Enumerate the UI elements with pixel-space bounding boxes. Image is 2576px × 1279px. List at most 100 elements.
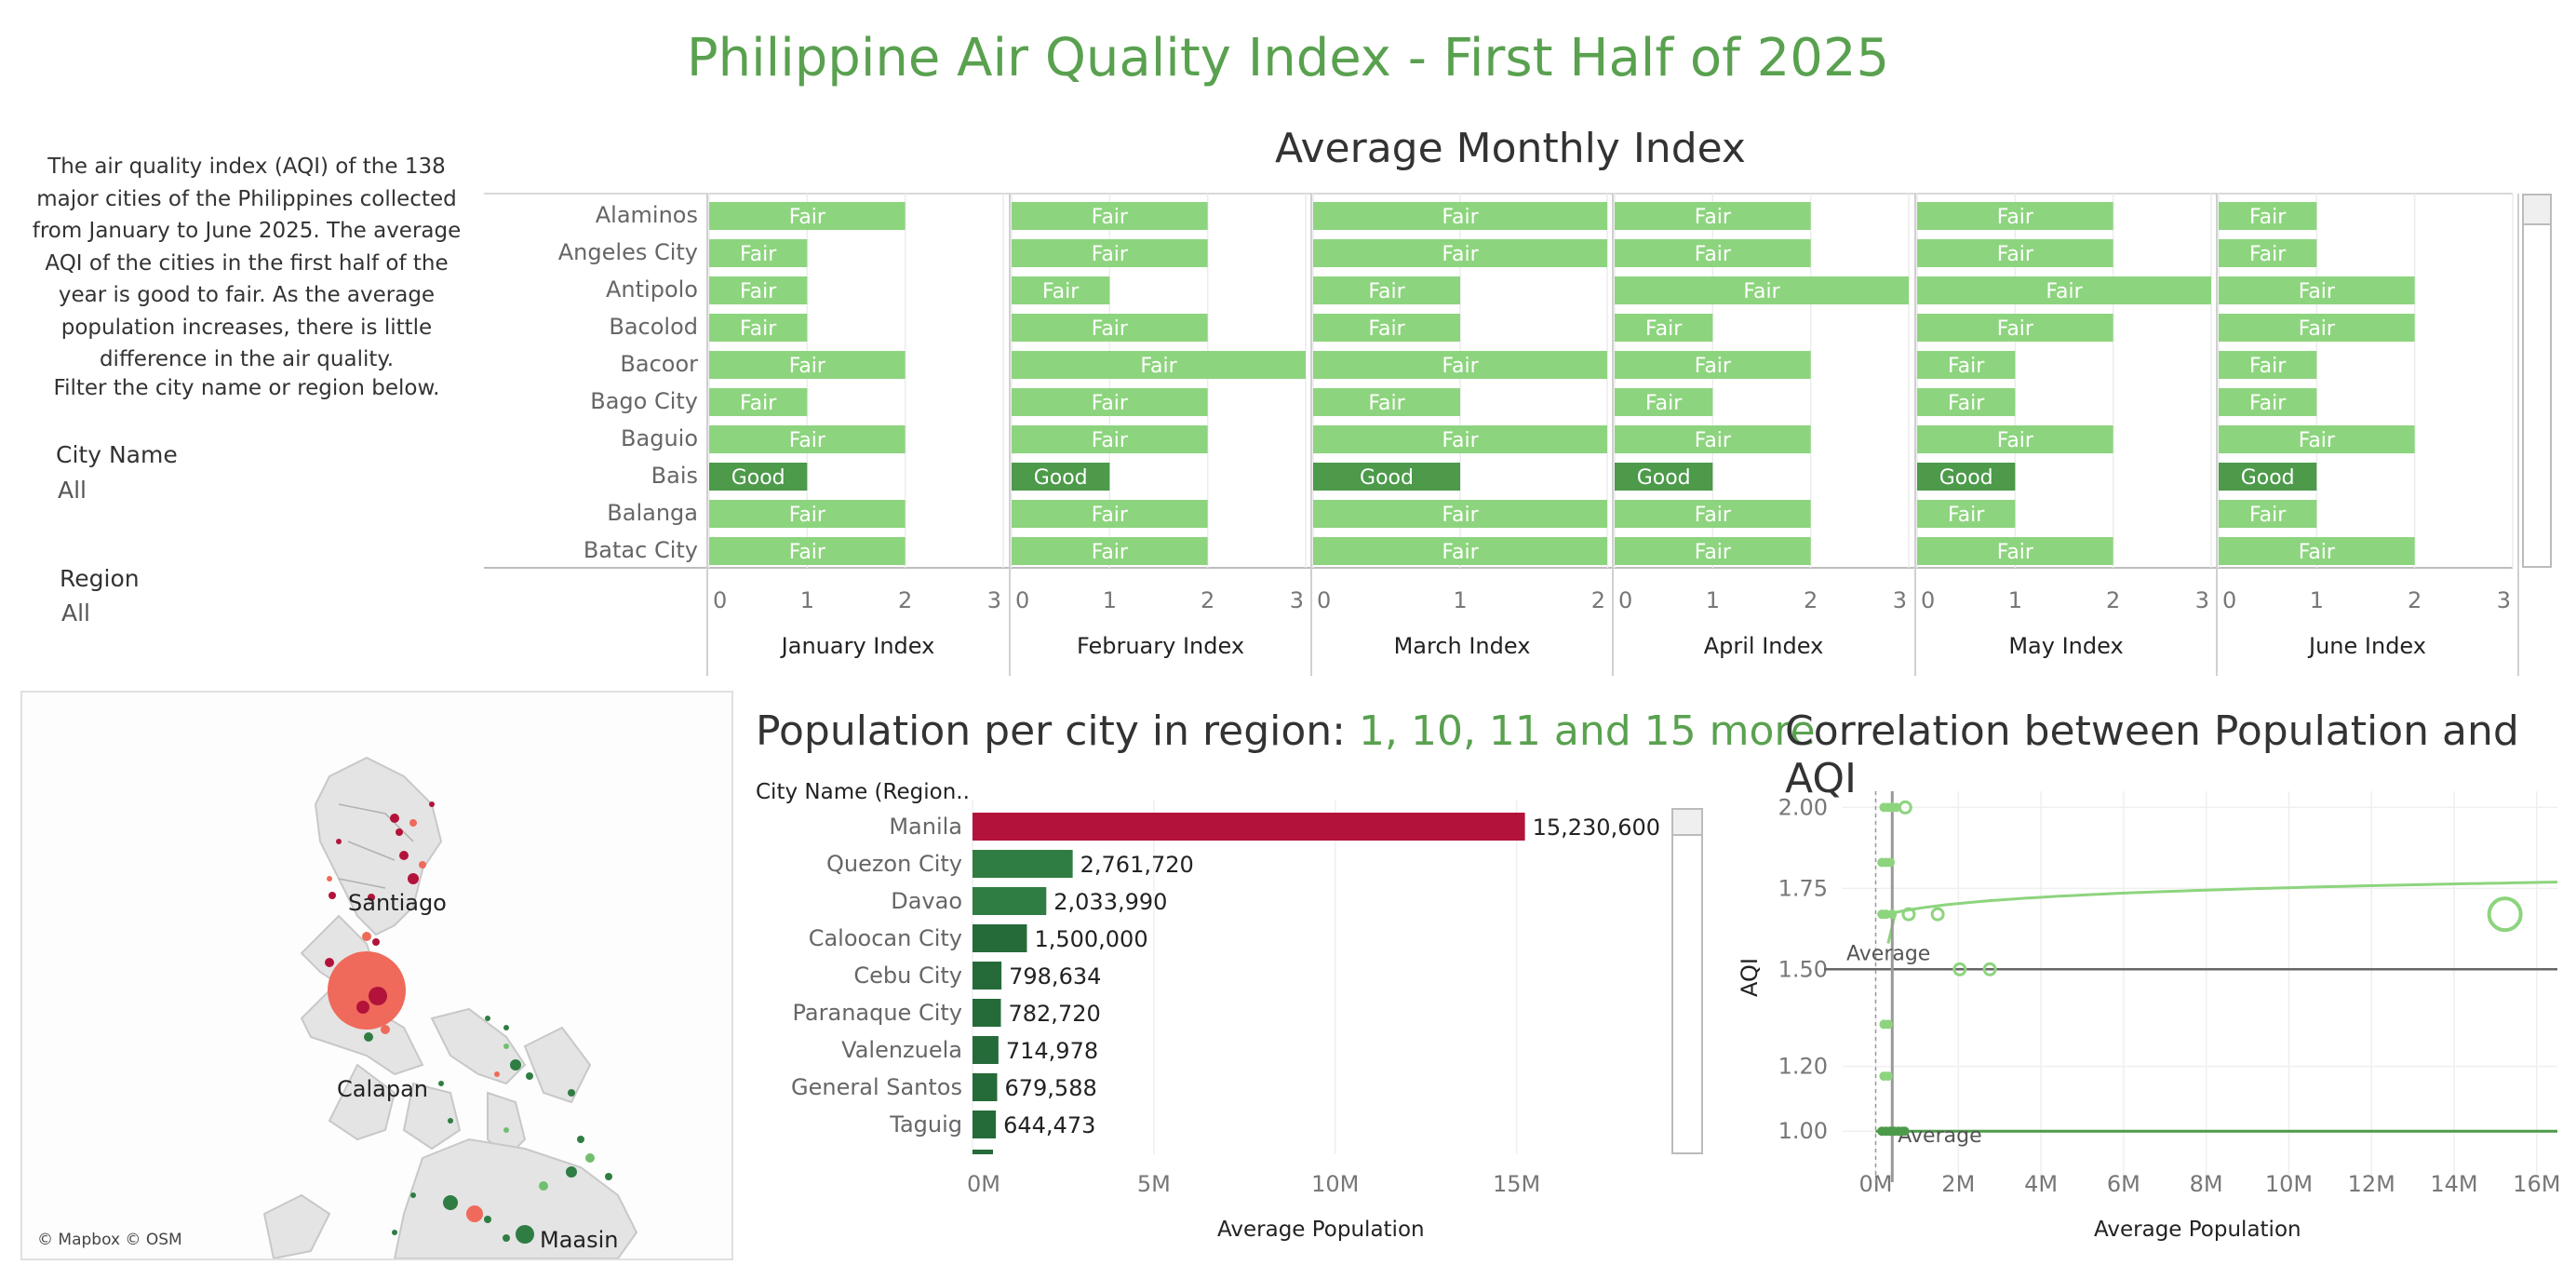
bar-label-february-index-bais: Good xyxy=(1034,466,1088,490)
bar-may-index-bais[interactable] xyxy=(1917,463,2016,491)
bar-january-index-alaminos[interactable] xyxy=(709,202,906,230)
bar-february-index-batac-city[interactable] xyxy=(1012,537,1208,565)
scatter-point[interactable] xyxy=(1891,802,1901,813)
bar-february-index-bacoor[interactable] xyxy=(1012,351,1306,379)
population-bar-valenzuela[interactable] xyxy=(973,1036,999,1064)
bar-january-index-angeles-city[interactable] xyxy=(709,239,808,267)
bar-may-index-bago-city[interactable] xyxy=(1917,388,2016,416)
population-bar-davao[interactable] xyxy=(973,887,1047,915)
map-label-santiago: Santiago xyxy=(348,890,447,916)
bar-april-index-alaminos[interactable] xyxy=(1615,202,1811,230)
bar-label-february-index-bago-city: Fair xyxy=(1092,392,1129,415)
bar-march-index-batac-city[interactable] xyxy=(1313,537,1607,565)
region-selection-highlight[interactable]: 1, 10, 11 and 15 more xyxy=(1359,707,1816,755)
bar-june-index-bacoor[interactable] xyxy=(2219,351,2317,379)
average-aqi-label: Average xyxy=(1846,942,1930,965)
bar-january-index-batac-city[interactable] xyxy=(709,537,906,565)
population-chart-scrollbar[interactable] xyxy=(1671,808,1703,1154)
bar-march-index-antipolo[interactable] xyxy=(1313,276,1460,304)
bar-february-index-bais[interactable] xyxy=(1012,463,1110,491)
population-bar-paranaque-city[interactable] xyxy=(973,999,1001,1027)
bar-march-index-alaminos[interactable] xyxy=(1313,202,1607,230)
population-bar-general-santos[interactable] xyxy=(973,1073,998,1101)
bar-april-index-balanga[interactable] xyxy=(1615,500,1811,528)
scatter-point[interactable] xyxy=(1883,1071,1893,1082)
bar-march-index-angeles-city[interactable] xyxy=(1313,239,1607,267)
map-attribution[interactable]: © Mapbox © OSM xyxy=(37,1231,182,1249)
scatter-point[interactable] xyxy=(1883,1019,1893,1030)
bar-june-index-antipolo[interactable] xyxy=(2219,276,2415,304)
bar-january-index-bago-city[interactable] xyxy=(709,388,808,416)
population-bar-manila[interactable] xyxy=(973,813,1525,841)
panel-title-april-index: April Index xyxy=(1704,633,1824,659)
population-scroll-thumb[interactable] xyxy=(1673,810,1701,836)
bar-april-index-bacolod[interactable] xyxy=(1615,314,1713,342)
bar-may-index-antipolo[interactable] xyxy=(1917,276,2211,304)
bar-january-index-balanga[interactable] xyxy=(709,500,906,528)
bar-may-index-balanga[interactable] xyxy=(1917,500,2016,528)
population-bar-cebu-city[interactable] xyxy=(973,962,1002,990)
bar-june-index-balanga[interactable] xyxy=(2219,500,2317,528)
bar-january-index-bacoor[interactable] xyxy=(709,351,906,379)
scatter-point[interactable] xyxy=(1887,909,1898,920)
scatter-point[interactable] xyxy=(2487,896,2523,933)
bar-january-index-antipolo[interactable] xyxy=(709,276,808,304)
bar-april-index-batac-city[interactable] xyxy=(1615,537,1811,565)
monthly-scroll-thumb[interactable] xyxy=(2524,195,2550,225)
bar-june-index-alaminos[interactable] xyxy=(2219,202,2317,230)
bar-march-index-bais[interactable] xyxy=(1313,463,1460,491)
bar-may-index-bacolod[interactable] xyxy=(1917,314,2113,342)
bar-january-index-bais[interactable] xyxy=(709,463,808,491)
bar-april-index-antipolo[interactable] xyxy=(1615,276,1909,304)
bar-march-index-balanga[interactable] xyxy=(1313,500,1607,528)
bar-april-index-bacoor[interactable] xyxy=(1615,351,1811,379)
bar-may-index-batac-city[interactable] xyxy=(1917,537,2113,565)
bar-march-index-bacoor[interactable] xyxy=(1313,351,1607,379)
scatter-point[interactable] xyxy=(1885,857,1896,868)
population-bar-taguig[interactable] xyxy=(973,1111,997,1138)
scatter-point[interactable] xyxy=(1982,962,1997,976)
bar-april-index-bais[interactable] xyxy=(1615,463,1713,491)
bar-june-index-bais[interactable] xyxy=(2219,463,2317,491)
bar-february-index-balanga[interactable] xyxy=(1012,500,1208,528)
bar-june-index-bago-city[interactable] xyxy=(2219,388,2317,416)
scatter-x-tick-4m: 4M xyxy=(2024,1171,2058,1197)
bar-february-index-bacolod[interactable] xyxy=(1012,314,1208,342)
bar-april-index-bago-city[interactable] xyxy=(1615,388,1713,416)
scatter-point[interactable] xyxy=(1901,907,1916,922)
city-filter-dropdown[interactable]: All xyxy=(58,477,87,504)
bar-june-index-batac-city[interactable] xyxy=(2219,537,2415,565)
bar-june-index-baguio[interactable] xyxy=(2219,425,2415,453)
bar-may-index-bacoor[interactable] xyxy=(1917,351,2016,379)
bar-march-index-baguio[interactable] xyxy=(1313,425,1607,453)
monthly-chart-scrollbar[interactable] xyxy=(2522,194,2552,568)
bar-february-index-baguio[interactable] xyxy=(1012,425,1208,453)
scatter-y-tick-2-00: 2.00 xyxy=(1778,794,1828,820)
bar-april-index-baguio[interactable] xyxy=(1615,425,1811,453)
bar-march-index-bacolod[interactable] xyxy=(1313,314,1460,342)
bar-february-index-angeles-city[interactable] xyxy=(1012,239,1208,267)
bar-june-index-bacolod[interactable] xyxy=(2219,314,2415,342)
scatter-point[interactable] xyxy=(1898,800,1912,815)
scatter-point[interactable] xyxy=(1899,1126,1910,1137)
bar-april-index-angeles-city[interactable] xyxy=(1615,239,1811,267)
bar-january-index-bacolod[interactable] xyxy=(709,314,808,342)
bar-january-index-baguio[interactable] xyxy=(709,425,906,453)
scatter-point[interactable] xyxy=(1952,962,1967,976)
bar-may-index-alaminos[interactable] xyxy=(1917,202,2113,230)
map-canvas xyxy=(262,756,638,1259)
region-filter-dropdown[interactable]: All xyxy=(61,599,90,626)
bar-may-index-baguio[interactable] xyxy=(1917,425,2113,453)
bar-march-index-bago-city[interactable] xyxy=(1313,388,1460,416)
scatter-y-tick-1-50: 1.50 xyxy=(1778,956,1828,982)
population-row-header[interactable]: City Name (Region.. xyxy=(756,780,970,804)
population-bar-caloocan-city[interactable] xyxy=(973,924,1027,952)
philippines-map[interactable]: Santiago Calapan Maasin © Mapbox © OSM xyxy=(20,691,733,1260)
bar-february-index-alaminos[interactable] xyxy=(1012,202,1208,230)
scatter-point[interactable] xyxy=(1930,907,1945,922)
bar-may-index-angeles-city[interactable] xyxy=(1917,239,2113,267)
bar-february-index-antipolo[interactable] xyxy=(1012,276,1110,304)
bar-june-index-angeles-city[interactable] xyxy=(2219,239,2317,267)
population-bar-quezon-city[interactable] xyxy=(973,850,1073,878)
bar-february-index-bago-city[interactable] xyxy=(1012,388,1208,416)
